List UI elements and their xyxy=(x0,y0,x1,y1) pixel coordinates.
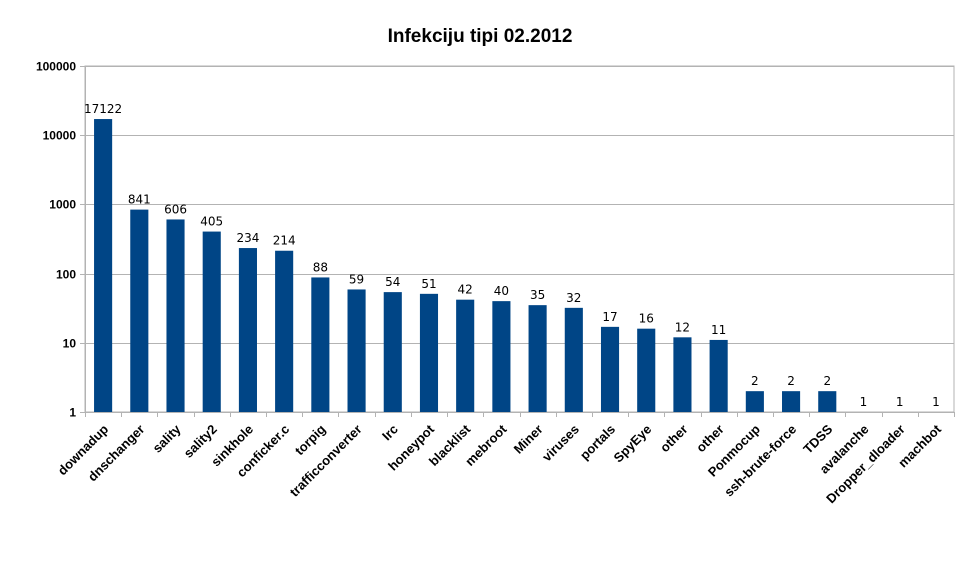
data-label: 1 xyxy=(896,395,904,409)
data-label: 42 xyxy=(458,283,473,297)
bar xyxy=(745,391,764,412)
data-label: 54 xyxy=(385,275,400,289)
data-label: 12 xyxy=(675,320,690,334)
bar xyxy=(637,328,656,412)
chart-title: Infekciju tipi 02.2012 xyxy=(388,26,573,47)
y-tick-label: 1000 xyxy=(49,198,76,212)
bar xyxy=(564,307,583,412)
x-tick-label: viruses xyxy=(539,422,582,465)
bar xyxy=(311,277,330,412)
data-label: 35 xyxy=(530,288,545,302)
data-label: 88 xyxy=(313,260,328,274)
bar xyxy=(383,292,402,412)
bar xyxy=(528,305,547,412)
bar xyxy=(673,337,692,412)
data-label: 51 xyxy=(421,277,436,291)
y-tick-label: 10000 xyxy=(43,129,77,143)
x-tick-label: sality xyxy=(150,421,185,456)
bar xyxy=(492,301,511,412)
y-tick-label: 100 xyxy=(56,268,76,282)
bar xyxy=(600,326,620,412)
data-label: 1 xyxy=(932,395,940,409)
data-label: 2 xyxy=(823,374,831,388)
data-label: 841 xyxy=(128,193,151,207)
y-axis: 1 10 100 1000 10000 100000 xyxy=(36,60,86,420)
data-label: 1 xyxy=(860,395,868,409)
bar xyxy=(94,119,113,413)
data-label: 214 xyxy=(273,234,296,248)
bar xyxy=(238,248,257,412)
bar xyxy=(166,219,185,412)
x-tick-label: other xyxy=(657,422,691,456)
bar xyxy=(782,391,801,412)
data-label: 234 xyxy=(236,231,259,245)
bar xyxy=(130,209,149,412)
data-label: 16 xyxy=(639,312,654,326)
bar xyxy=(347,289,366,412)
y-tick-label: 1 xyxy=(69,406,76,420)
y-tick-label: 10 xyxy=(63,337,77,351)
bar xyxy=(419,293,439,412)
data-label: 11 xyxy=(711,323,726,337)
data-label: 59 xyxy=(349,272,364,286)
data-label: 32 xyxy=(566,291,581,305)
bar xyxy=(709,339,728,412)
data-label: 2 xyxy=(787,374,795,388)
bar xyxy=(202,231,221,412)
bar xyxy=(818,391,837,412)
data-labels: 17122 841 606 405 234 214 88 59 54 51 42 40 35 32 17 16… xyxy=(84,102,940,409)
bar xyxy=(275,250,294,412)
data-label: 405 xyxy=(200,215,223,229)
x-tick-label: other xyxy=(693,422,727,456)
data-label: 17 xyxy=(602,310,617,324)
data-label: 606 xyxy=(164,202,187,216)
data-label: 17122 xyxy=(84,102,122,116)
x-tick-label: Irc xyxy=(379,422,401,444)
bars xyxy=(94,119,837,413)
bar xyxy=(456,299,475,412)
data-label: 40 xyxy=(494,284,509,298)
x-tick-label: SpyEye xyxy=(611,422,655,466)
data-label: 2 xyxy=(751,374,759,388)
y-tick-label: 100000 xyxy=(36,60,76,74)
